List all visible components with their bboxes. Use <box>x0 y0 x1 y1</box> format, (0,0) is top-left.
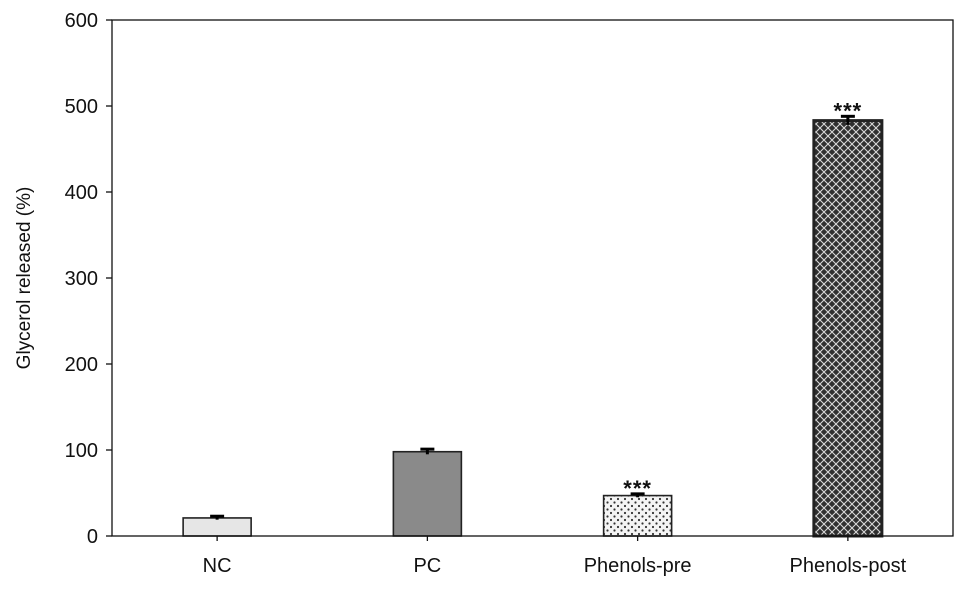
bar-nc <box>182 517 252 537</box>
bars-group: *** *** <box>182 98 884 538</box>
y-tick-label: 100 <box>65 440 98 462</box>
x-tick-label: Phenols-post <box>790 555 907 577</box>
plot-frame <box>111 19 954 537</box>
x-tick-label: NC <box>203 555 232 577</box>
y-tick-label: 0 <box>87 526 98 548</box>
significance-marker: *** <box>623 476 652 501</box>
y-axis-ticks: 0 100 200 300 400 500 600 <box>65 10 112 548</box>
y-tick-label: 300 <box>65 268 98 290</box>
significance-marker: *** <box>834 98 863 123</box>
x-axis-labels: NC PC Phenols-pre Phenols-post <box>203 536 907 577</box>
bar-pc <box>392 450 463 537</box>
y-tick-label: 600 <box>65 10 98 32</box>
x-tick-label: Phenols-pre <box>584 555 692 577</box>
y-tick-label: 400 <box>65 182 98 204</box>
bar-phenols-post <box>812 119 884 538</box>
y-tick-label: 500 <box>65 96 98 118</box>
x-tick-label: PC <box>413 555 441 577</box>
y-axis-label: Glycerol released (%) <box>14 187 35 370</box>
bar-phenols-pre <box>602 494 673 537</box>
y-tick-label: 200 <box>65 354 98 376</box>
